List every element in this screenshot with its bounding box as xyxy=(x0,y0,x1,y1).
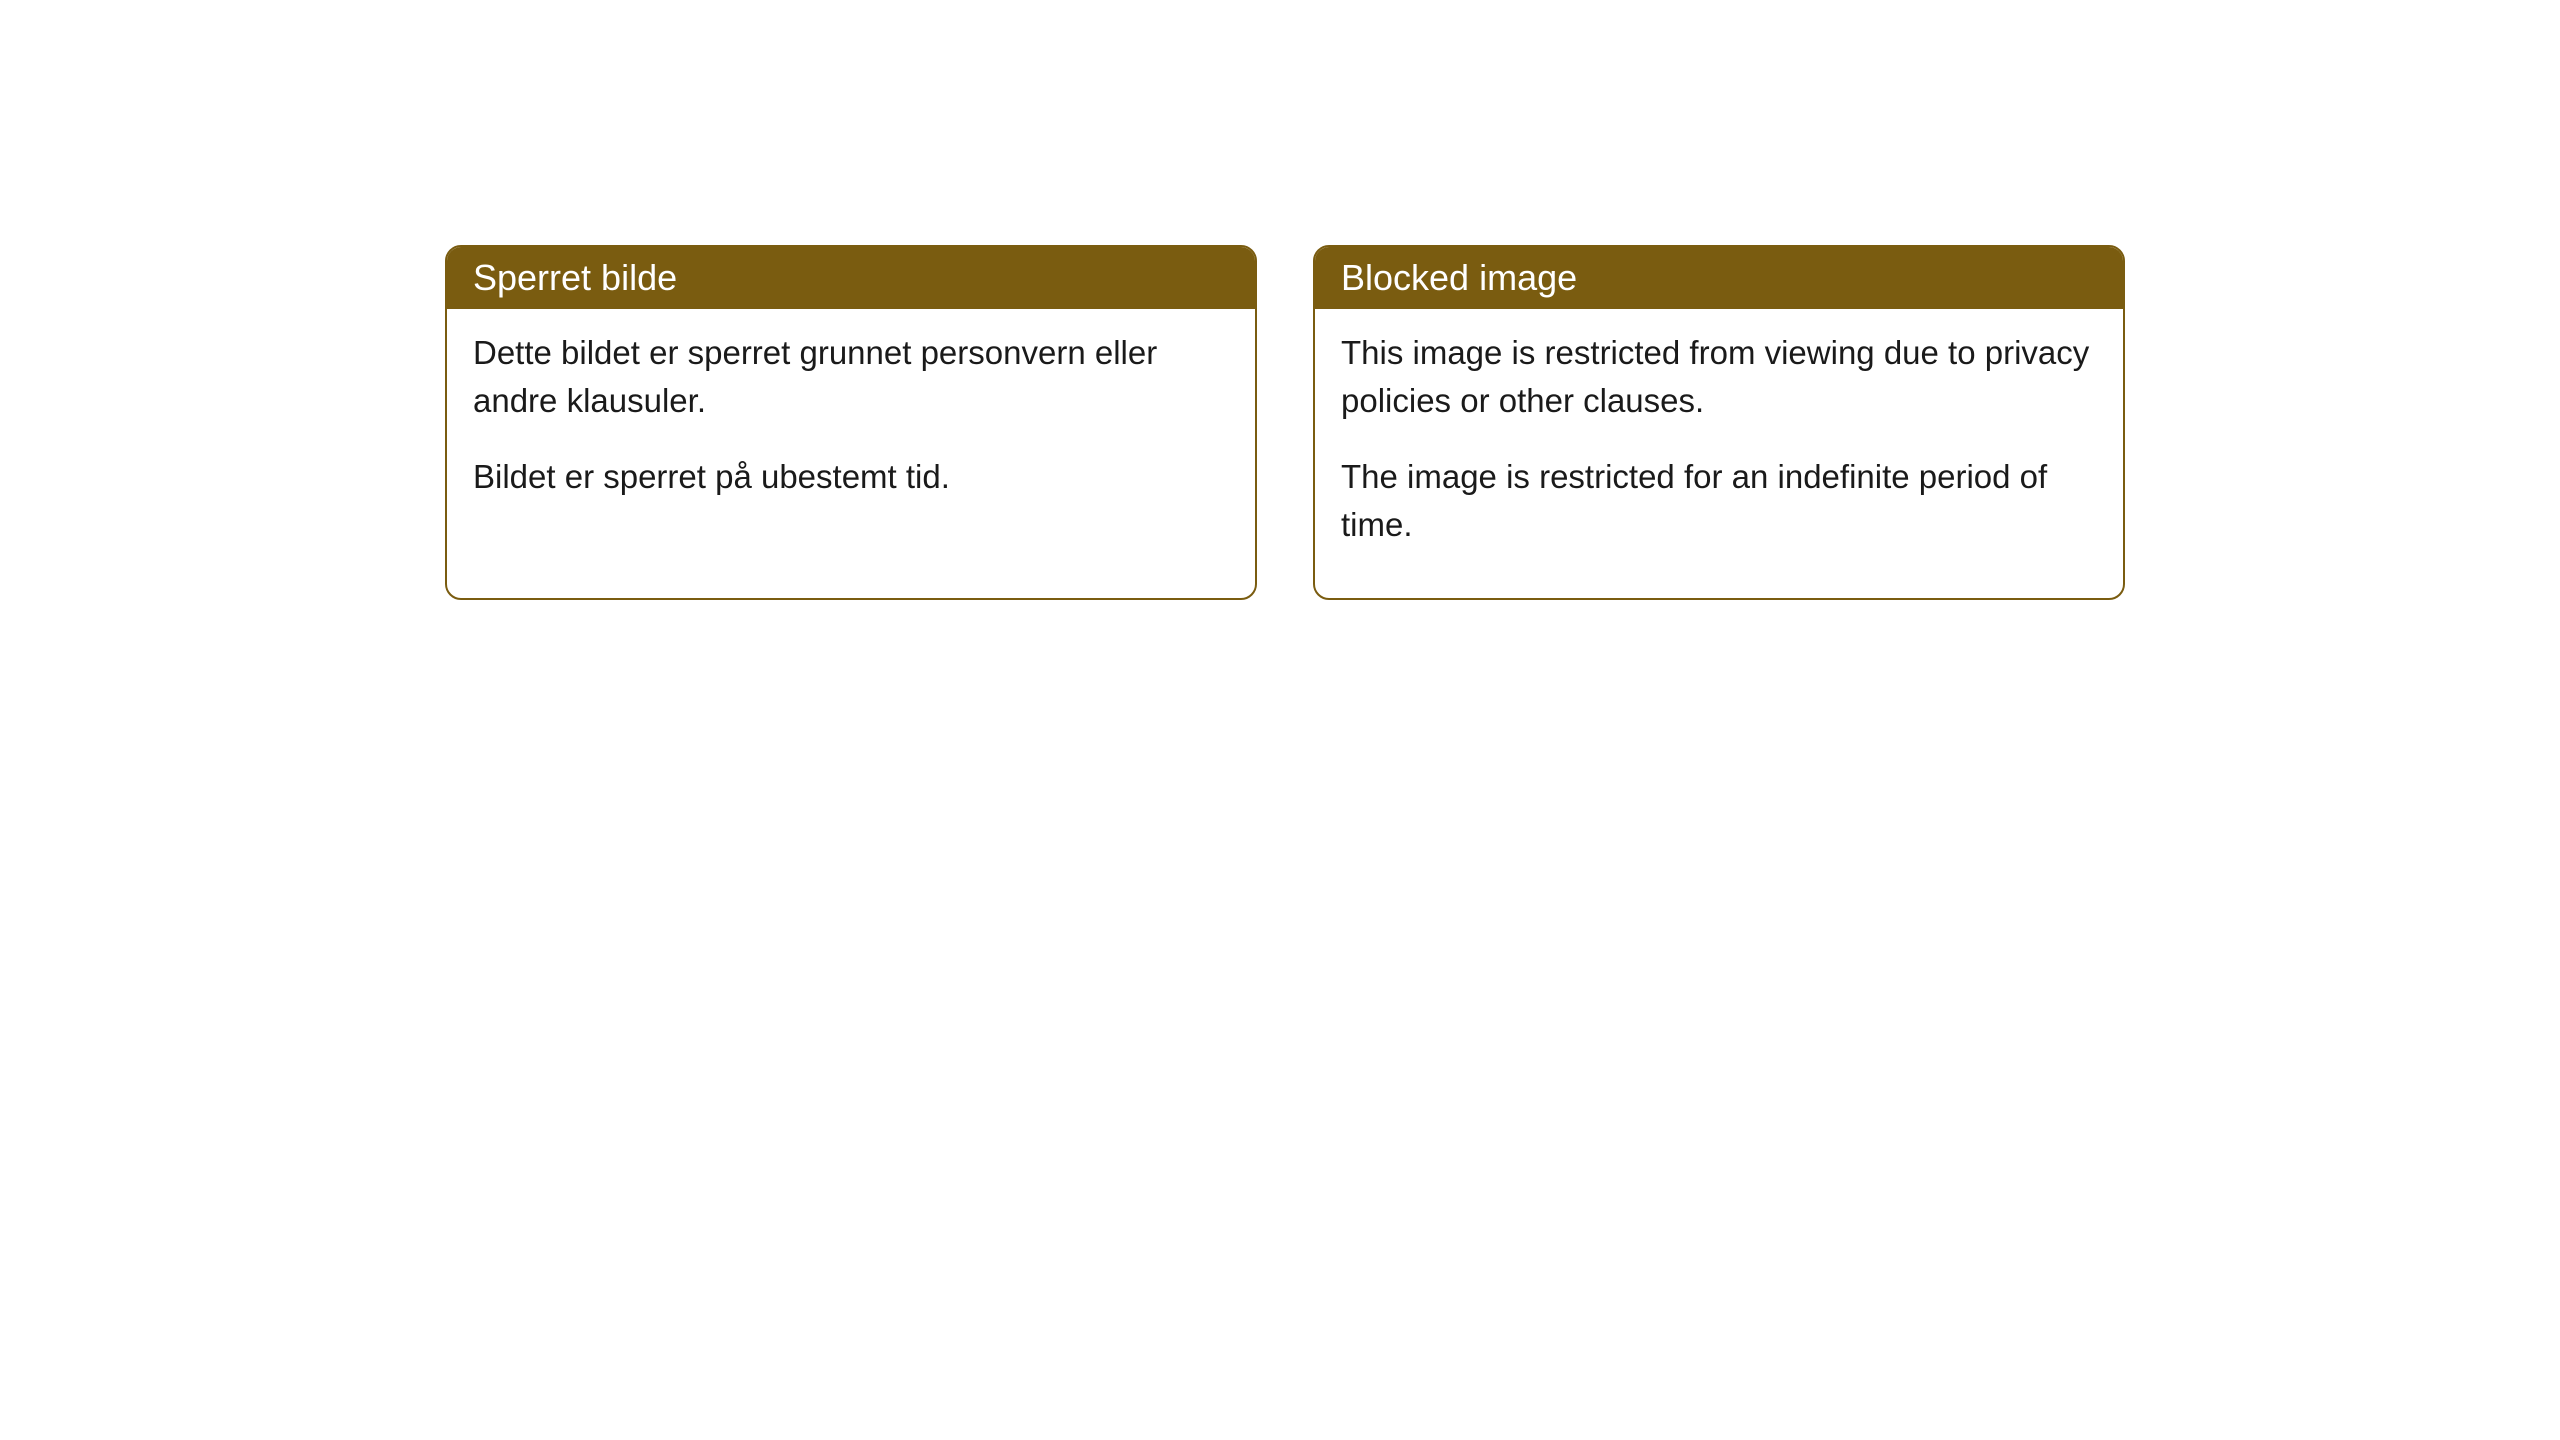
card-body-english: This image is restricted from viewing du… xyxy=(1315,309,2123,598)
card-paragraph: Dette bildet er sperret grunnet personve… xyxy=(473,329,1229,425)
card-paragraph: This image is restricted from viewing du… xyxy=(1341,329,2097,425)
card-norwegian: Sperret bilde Dette bildet er sperret gr… xyxy=(445,245,1257,600)
card-body-norwegian: Dette bildet er sperret grunnet personve… xyxy=(447,309,1255,551)
card-english: Blocked image This image is restricted f… xyxy=(1313,245,2125,600)
card-header-norwegian: Sperret bilde xyxy=(447,247,1255,309)
card-paragraph: The image is restricted for an indefinit… xyxy=(1341,453,2097,549)
card-header-english: Blocked image xyxy=(1315,247,2123,309)
card-paragraph: Bildet er sperret på ubestemt tid. xyxy=(473,453,1229,501)
cards-container: Sperret bilde Dette bildet er sperret gr… xyxy=(445,245,2125,600)
